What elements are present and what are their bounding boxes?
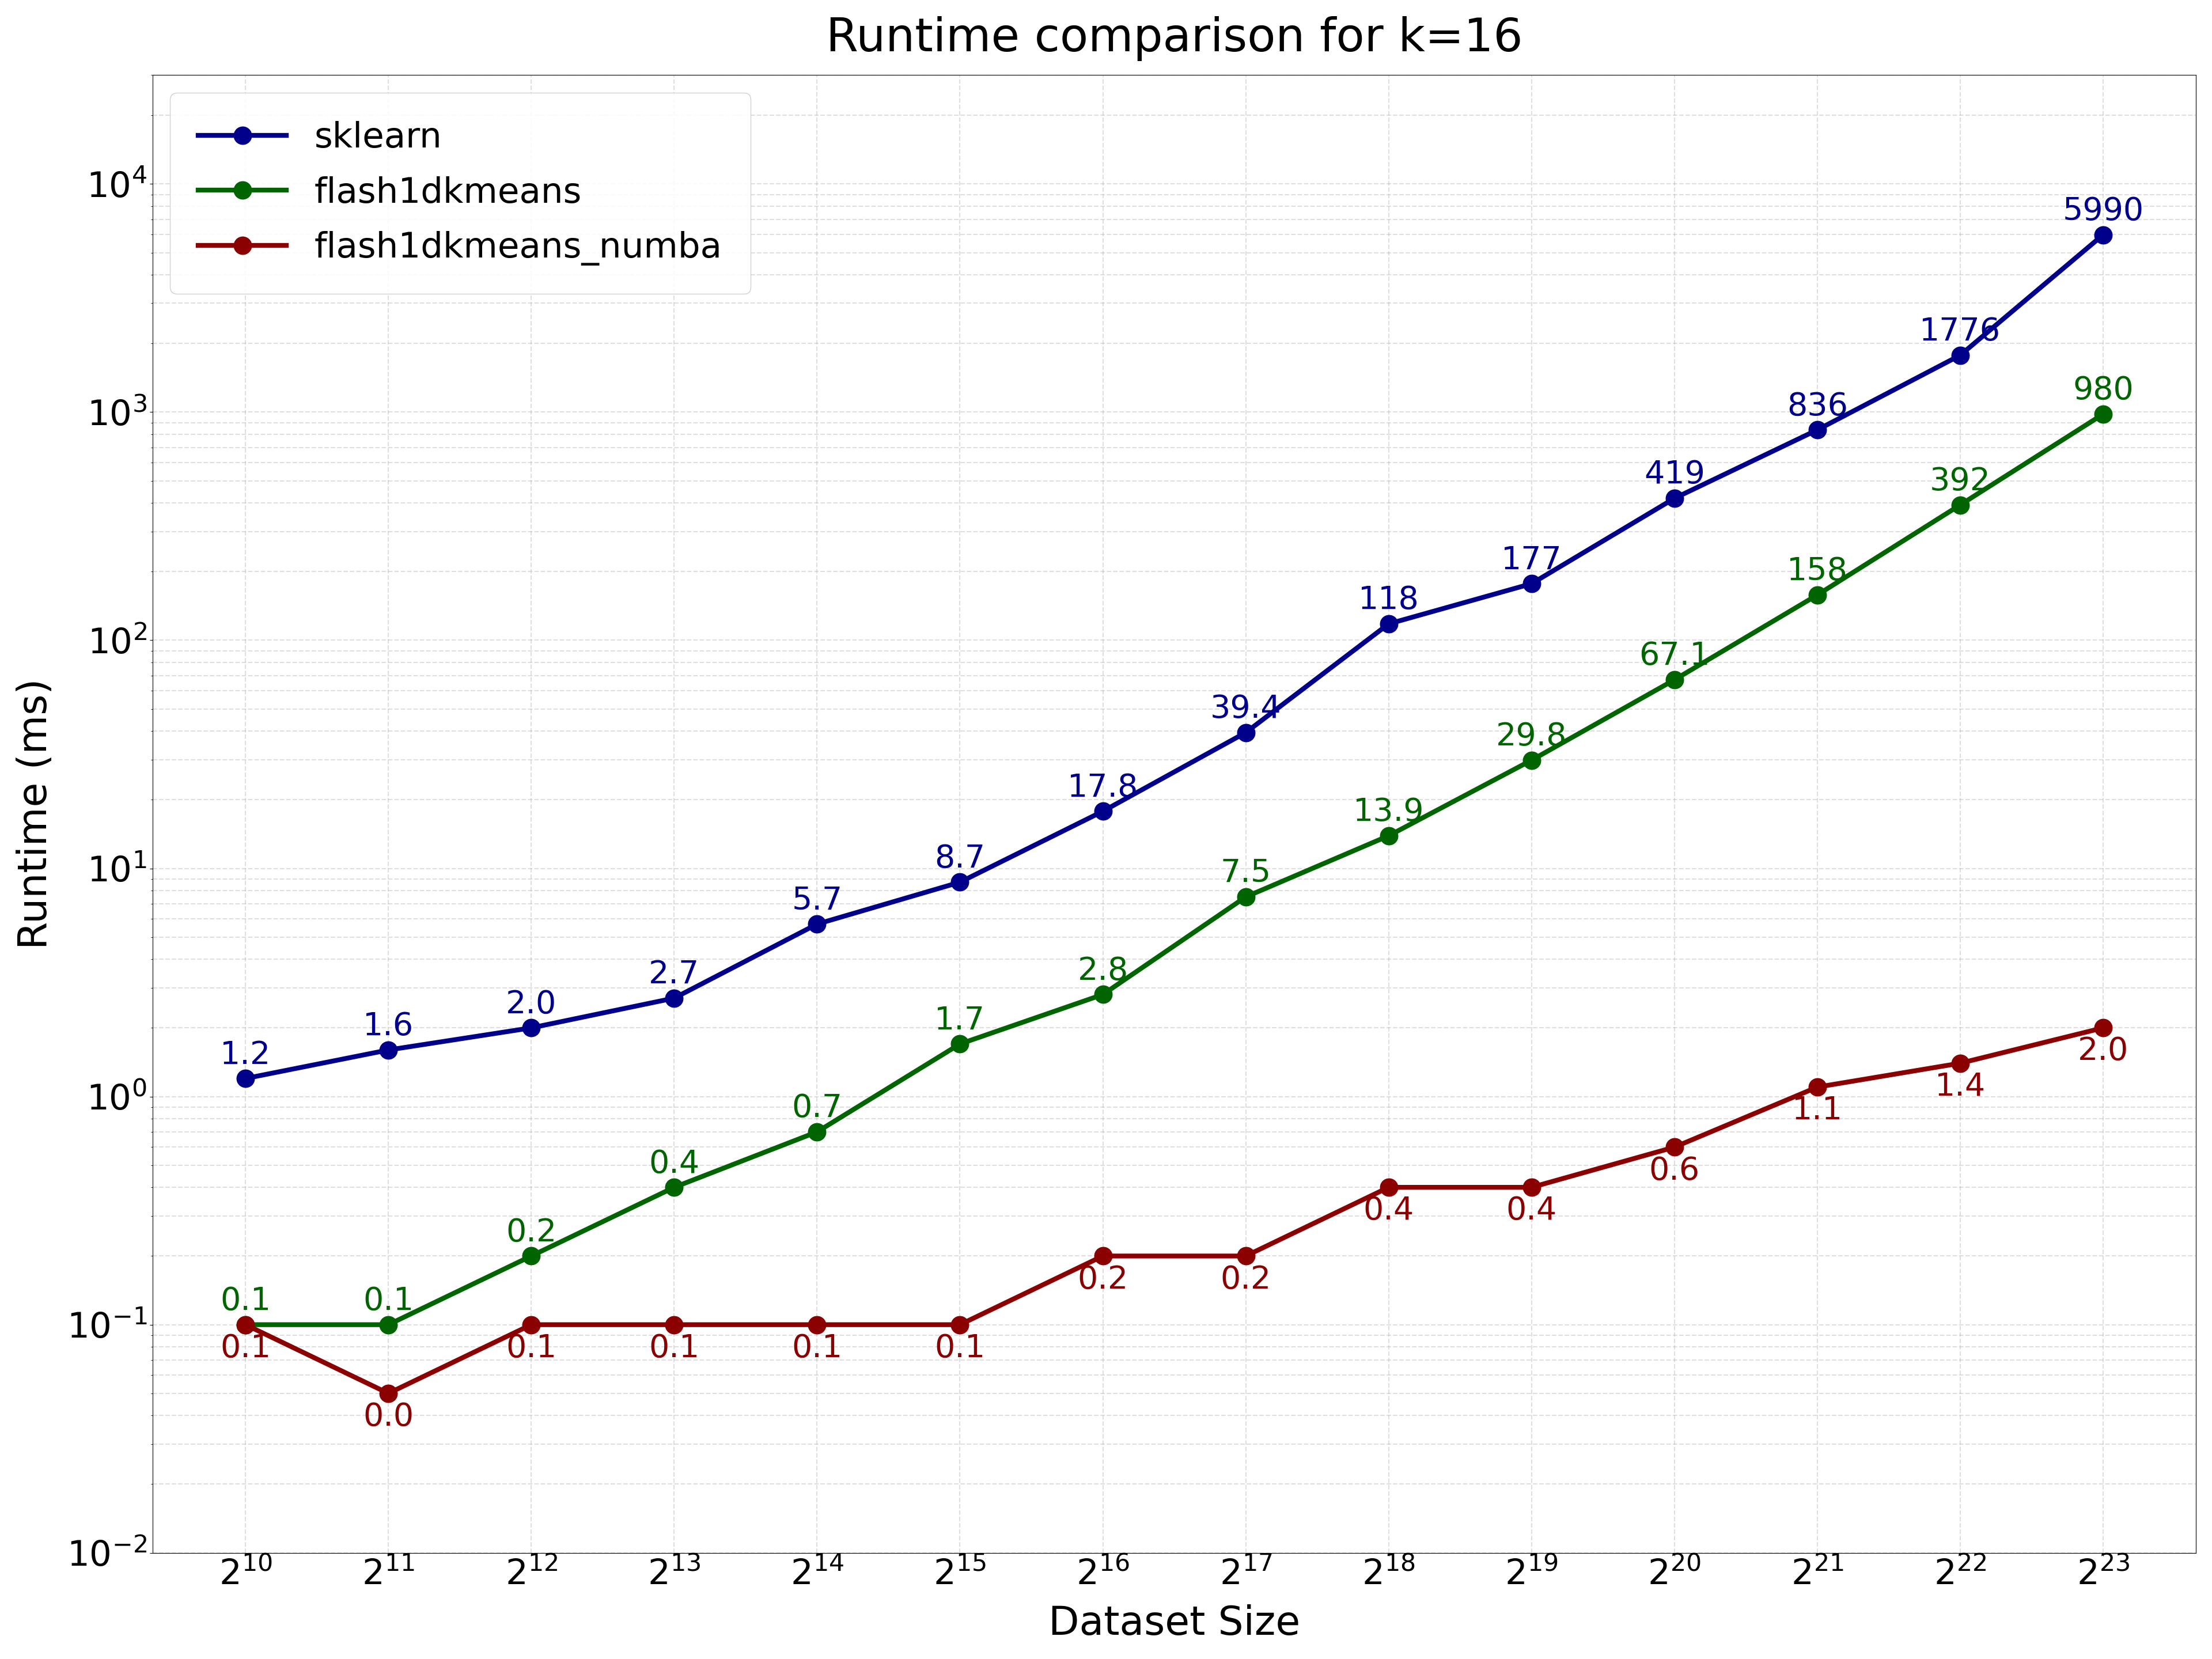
flash1dkmeans (376, 1314, 403, 1334)
Text: 0.1: 0.1 (363, 1286, 414, 1317)
sklearn (1232, 723, 1259, 743)
Text: 13.9: 13.9 (1354, 796, 1425, 828)
flash1dkmeans (1376, 826, 1402, 846)
Text: 419: 419 (1644, 460, 1705, 491)
Text: 1.4: 1.4 (1936, 1072, 1986, 1102)
flash1dkmeans (1091, 984, 1117, 1004)
Text: 2.8: 2.8 (1077, 956, 1128, 987)
Text: 0.2: 0.2 (1221, 1264, 1272, 1296)
Text: 158: 158 (1787, 556, 1847, 587)
flash1dkmeans (947, 1034, 973, 1053)
Text: 0.2: 0.2 (1077, 1264, 1128, 1296)
flash1dkmeans (232, 1314, 259, 1334)
flash1dkmeans (1517, 750, 1544, 770)
flash1dkmeans_numba (803, 1314, 830, 1334)
Text: 8.7: 8.7 (936, 843, 984, 874)
sklearn (803, 914, 830, 934)
sklearn (232, 1068, 259, 1088)
sklearn (947, 873, 973, 893)
flash1dkmeans_numba (1947, 1053, 1973, 1073)
Text: 29.8: 29.8 (1495, 722, 1566, 752)
Text: 1.6: 1.6 (363, 1010, 414, 1042)
Text: 1776: 1776 (1920, 317, 2002, 347)
flash1dkmeans (1232, 888, 1259, 907)
flash1dkmeans_numba (518, 1314, 544, 1334)
Text: 0.1: 0.1 (221, 1286, 270, 1317)
Line: flash1dkmeans_numba: flash1dkmeans_numba (237, 1019, 2112, 1402)
sklearn (1091, 801, 1117, 821)
Text: 39.4: 39.4 (1210, 693, 1281, 725)
flash1dkmeans_numba (1805, 1077, 1832, 1097)
Text: 0.4: 0.4 (648, 1148, 699, 1180)
Text: 0.1: 0.1 (648, 1332, 699, 1364)
sklearn (376, 1040, 403, 1060)
sklearn (518, 1019, 544, 1039)
flash1dkmeans (518, 1246, 544, 1266)
Title: Runtime comparison for k=16: Runtime comparison for k=16 (825, 17, 1522, 61)
flash1dkmeans (803, 1121, 830, 1141)
Y-axis label: Runtime (ms): Runtime (ms) (15, 679, 55, 949)
Text: 2.0: 2.0 (2077, 1035, 2128, 1067)
Text: 177: 177 (1502, 544, 1562, 576)
Text: 0.4: 0.4 (1363, 1196, 1413, 1226)
Text: 0.1: 0.1 (792, 1332, 843, 1364)
Text: 7.5: 7.5 (1221, 858, 1272, 889)
Text: 392: 392 (1929, 466, 1991, 498)
sklearn (1947, 345, 1973, 365)
flash1dkmeans_numba (947, 1314, 973, 1334)
flash1dkmeans (661, 1178, 688, 1198)
flash1dkmeans_numba (1661, 1136, 1688, 1156)
flash1dkmeans (2090, 405, 2117, 425)
Text: 67.1: 67.1 (1639, 640, 1710, 672)
Text: 0.2: 0.2 (507, 1218, 557, 1248)
flash1dkmeans_numba (1517, 1178, 1544, 1198)
sklearn (1376, 614, 1402, 634)
Text: 0.1: 0.1 (507, 1332, 557, 1364)
Text: 0.4: 0.4 (1506, 1196, 1557, 1226)
flash1dkmeans_numba (1232, 1246, 1259, 1266)
Text: 0.1: 0.1 (936, 1332, 984, 1364)
sklearn (661, 989, 688, 1009)
Text: 118: 118 (1358, 584, 1420, 615)
flash1dkmeans_numba (232, 1314, 259, 1334)
Text: 0.0: 0.0 (363, 1402, 414, 1432)
Text: 2.0: 2.0 (507, 989, 557, 1020)
flash1dkmeans_numba (376, 1384, 403, 1404)
Line: sklearn: sklearn (237, 226, 2112, 1087)
flash1dkmeans (1661, 670, 1688, 690)
Text: 0.6: 0.6 (1648, 1155, 1699, 1186)
sklearn (1805, 420, 1832, 440)
Text: 1.7: 1.7 (936, 1005, 984, 1035)
Text: 17.8: 17.8 (1068, 771, 1139, 803)
flash1dkmeans (1947, 494, 1973, 514)
flash1dkmeans_numba (661, 1314, 688, 1334)
Text: 2.7: 2.7 (648, 959, 699, 990)
flash1dkmeans_numba (1376, 1178, 1402, 1198)
flash1dkmeans_numba (2090, 1019, 2117, 1039)
sklearn (1661, 488, 1688, 508)
sklearn (1517, 574, 1544, 594)
flash1dkmeans_numba (1091, 1246, 1117, 1266)
Text: 0.7: 0.7 (792, 1093, 843, 1123)
Text: 1.2: 1.2 (219, 1040, 270, 1070)
Text: 0.1: 0.1 (221, 1332, 270, 1364)
Text: 5990: 5990 (2062, 196, 2143, 227)
Line: flash1dkmeans: flash1dkmeans (237, 405, 2112, 1334)
Text: 980: 980 (2073, 375, 2135, 406)
Legend: sklearn, flash1dkmeans, flash1dkmeans_numba: sklearn, flash1dkmeans, flash1dkmeans_nu… (170, 93, 750, 294)
X-axis label: Dataset Size: Dataset Size (1048, 1604, 1301, 1642)
flash1dkmeans (1805, 586, 1832, 606)
Text: 1.1: 1.1 (1792, 1095, 1843, 1126)
Text: 5.7: 5.7 (792, 884, 843, 916)
Text: 836: 836 (1787, 392, 1847, 421)
sklearn (2090, 226, 2117, 246)
